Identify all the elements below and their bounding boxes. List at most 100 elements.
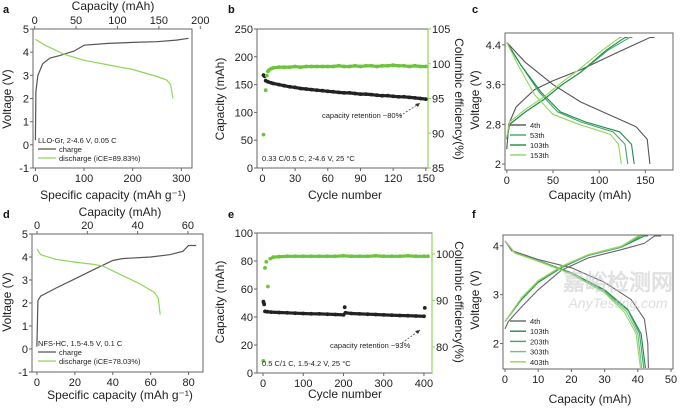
y-axis-label: Voltage (V) xyxy=(468,70,482,129)
x-tick-label: 100 xyxy=(75,173,93,185)
y2-tick-label: 80 xyxy=(436,342,448,354)
panel-letter: c xyxy=(472,4,478,16)
efficiency-point xyxy=(268,256,273,261)
legend-label: 103th xyxy=(530,327,549,336)
annotation-arrow xyxy=(399,102,421,117)
x-axis-label: Cycle number xyxy=(308,387,382,401)
plot-frame xyxy=(504,32,674,171)
y-tick-label: 3 xyxy=(493,290,499,302)
y-tick-label: 50 xyxy=(241,135,253,147)
y-tick-label: 3 xyxy=(23,70,29,82)
y-tick-label: 4 xyxy=(23,47,29,59)
x-tick-label: 0 xyxy=(502,374,508,386)
series-line-discharge xyxy=(35,38,174,99)
y-tick-label: 1 xyxy=(23,117,29,129)
panel-letter: d xyxy=(3,209,10,221)
y-axis-label: Voltage (V) xyxy=(0,272,14,331)
y-tick-label: 0 xyxy=(247,368,253,380)
efficiency-point xyxy=(264,73,269,78)
x-tick-label: 30 xyxy=(598,374,610,386)
series-line-charge xyxy=(34,37,189,141)
y-tick-label: -1 xyxy=(19,163,29,175)
panel-c xyxy=(502,32,674,173)
efficiency-point xyxy=(263,88,268,93)
capacity-trend xyxy=(267,80,426,101)
plot-frame xyxy=(256,28,429,169)
y-tick-label: 2.8 xyxy=(486,119,501,131)
discharge-curve-103th xyxy=(506,42,635,165)
y-tick-label: 60 xyxy=(241,284,253,296)
x-tick-label: 40 xyxy=(107,377,119,389)
x-tick-label: 400 xyxy=(415,378,433,390)
x-tick-label: 300 xyxy=(375,378,393,390)
y2-tick-label: 100 xyxy=(436,249,454,261)
legend-label: 203th xyxy=(530,337,549,346)
x-tick-label: 300 xyxy=(172,173,190,185)
charge-curve-103th xyxy=(506,36,628,140)
y-tick-label: 0 xyxy=(23,140,29,152)
x-tick-label: 200 xyxy=(123,173,141,185)
y-tick-label: 4 xyxy=(22,252,28,264)
series-line-charge xyxy=(36,244,197,347)
condition-note: LLO-Gr, 2-4.6 V, 0.05 C xyxy=(38,136,117,145)
legend-label: 103th xyxy=(530,141,549,150)
legend-label: 403th xyxy=(530,358,549,367)
capacity-point xyxy=(262,302,267,307)
efficiency-trend xyxy=(270,63,426,71)
y-tick-label: 40 xyxy=(241,312,253,324)
y-axis-label: Capacity (mAh) xyxy=(213,261,227,344)
panel-letter: e xyxy=(228,209,234,221)
watermark-text: AnyTesting.com xyxy=(567,295,667,311)
x-tick-label: 80 xyxy=(182,377,194,389)
y-tick-label: 4.4 xyxy=(486,40,501,52)
efficiency-point xyxy=(261,359,266,363)
y-tick-label: 100 xyxy=(235,107,253,119)
x-tick-label: 0 xyxy=(260,378,266,390)
y2-tick-label: 95 xyxy=(432,94,444,106)
efficiency-trend xyxy=(272,254,428,259)
x2-tick-label: 100 xyxy=(108,15,126,27)
y-tick-label: 3.6 xyxy=(486,80,501,92)
y-tick-label: 80 xyxy=(241,256,253,268)
x-tick-label: 30 xyxy=(289,173,301,185)
discharge-curve-53th xyxy=(506,42,629,165)
panel-f xyxy=(500,234,674,372)
x-tick-label: 20 xyxy=(565,374,577,386)
y2-tick-label: 90 xyxy=(436,295,448,307)
x2-tick-label: 0 xyxy=(34,220,40,232)
discharge-curve-403th xyxy=(504,240,642,369)
x-tick-label: 0 xyxy=(259,173,265,185)
x-tick-label: 60 xyxy=(322,173,334,185)
watermark-logo: 嘉峪检测网 xyxy=(563,270,673,295)
panel-letter: b xyxy=(228,4,235,16)
y-axis-label: Voltage (V) xyxy=(0,69,14,128)
x-axis-label: Specific capacity (mAh g⁻¹) xyxy=(40,188,186,202)
panel-letter: f xyxy=(472,209,476,221)
y-tick-label: 4 xyxy=(493,241,499,253)
x-axis-label: Capacity (mAh) xyxy=(549,392,632,406)
charge-curve-153th xyxy=(506,36,623,137)
x-tick-label: 100 xyxy=(590,175,608,187)
discharge-curve-4th xyxy=(504,240,649,369)
legend-label: 303th xyxy=(530,348,549,357)
capacity-point xyxy=(342,305,347,310)
y-tick-label: 2 xyxy=(23,94,29,106)
x-tick-label: 0 xyxy=(34,377,40,389)
x2-axis-label: Capacity (mAh) xyxy=(79,205,162,219)
discharge-curve-4th xyxy=(506,42,651,165)
x-tick-label: 0 xyxy=(32,173,38,185)
x-tick-label: 20 xyxy=(69,377,81,389)
x2-tick-label: 20 xyxy=(81,220,93,232)
legend-label: discharge (iCE=89.83%) xyxy=(59,154,141,163)
retention-annotation: capacity retention ~93% xyxy=(330,341,411,350)
y-tick-label: 3 xyxy=(22,275,28,287)
y-tick-label: 150 xyxy=(235,80,253,92)
y-tick-label: 2 xyxy=(493,339,499,351)
efficiency-point xyxy=(266,284,270,289)
y-tick-label: 0 xyxy=(247,163,253,175)
y-axis-label: Capacity (mAh) xyxy=(213,58,227,141)
discharge-curve-153th xyxy=(506,42,622,165)
x-axis-label: Specific capacity (mAh g⁻¹) xyxy=(47,388,193,402)
x2-tick-label: 40 xyxy=(131,220,143,232)
x2-axis-label: Capacity (mAh) xyxy=(72,0,155,13)
